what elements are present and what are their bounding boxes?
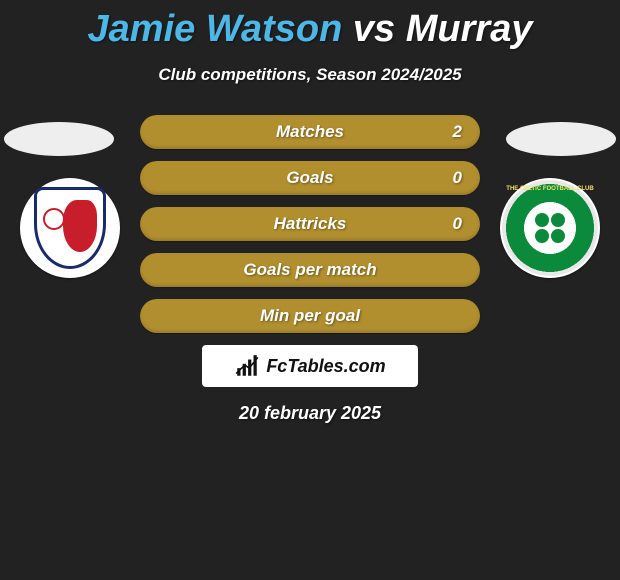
stat-row-goals-per-match: Goals per match [140, 253, 480, 287]
stat-label: Matches [276, 122, 344, 142]
stat-row-min-per-goal: Min per goal [140, 299, 480, 333]
brand-text: FcTables.com [266, 356, 385, 377]
stat-label: Min per goal [260, 306, 360, 326]
ring-text: THE CELTIC FOOTBALL CLUB [502, 186, 598, 192]
club-crest-left [20, 178, 120, 278]
stat-value: 2 [453, 122, 462, 142]
vs-player-2: vs Murray [353, 8, 533, 50]
stat-row-goals: Goals 0 [140, 161, 480, 195]
club-crest-right: THE CELTIC FOOTBALL CLUB [500, 178, 600, 278]
stats-list: Matches 2 Goals 0 Hattricks 0 Goals per … [140, 115, 480, 333]
stat-row-hattricks: Hattricks 0 [140, 207, 480, 241]
player-photo-placeholder-right [506, 122, 616, 156]
player-photo-placeholder-left [4, 122, 114, 156]
player-1-name: Jamie Watson [88, 8, 343, 50]
clover-icon [535, 213, 565, 243]
ring-icon: THE CELTIC FOOTBALL CLUB [502, 180, 598, 276]
stat-label: Goals per match [243, 260, 376, 280]
brand-box: FcTables.com [202, 345, 418, 387]
page-title: Jamie Watson vs Murray [0, 0, 620, 51]
stat-value: 0 [453, 214, 462, 234]
wheel-icon [43, 208, 65, 230]
subtitle: Club competitions, Season 2024/2025 [0, 65, 620, 85]
stat-label: Hattricks [274, 214, 347, 234]
stat-label: Goals [286, 168, 333, 188]
date-label: 20 february 2025 [0, 403, 620, 424]
lion-icon [63, 200, 97, 252]
bar-chart-icon [234, 353, 260, 379]
stat-row-matches: Matches 2 [140, 115, 480, 149]
shield-icon [34, 187, 106, 269]
stat-value: 0 [453, 168, 462, 188]
